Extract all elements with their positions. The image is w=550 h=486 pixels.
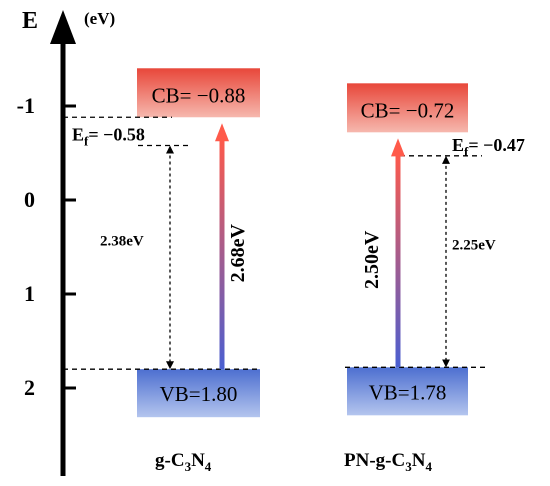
fermi-label: Ef= −0.58 [72, 124, 145, 148]
vb-box [137, 369, 260, 418]
axis-arrow-head [50, 10, 76, 44]
ef-gap-label: 2.25eV [452, 238, 496, 254]
band-gap-arrow-head [391, 138, 405, 157]
axis-tick-label: -1 [17, 93, 35, 118]
material-g-c3n4: CB= −0.88 VB=1.80 Ef= −0.58 2.38eV 2.68eV g-C… [63, 68, 260, 474]
axis-tick-label: 2 [24, 375, 35, 400]
band-gap-arrow [219, 137, 225, 370]
vb-box [347, 367, 468, 416]
band-gap-arrow-head [215, 123, 229, 142]
fermi-label: Ef= −0.47 [452, 135, 525, 159]
cb-box [347, 83, 468, 133]
material-name: PN-g-C3N4 [344, 450, 432, 474]
energy-axis: E (eV) -1 0 1 2 [17, 8, 115, 476]
ef-gap-label: 2.38eV [100, 233, 144, 249]
band-gap-label: 2.68eV [227, 224, 249, 283]
cb-label: CB= −0.72 [361, 98, 455, 122]
material-pn-g-c3n4: CB= −0.72 VB=1.78 Ef= −0.47 2.25eV 2.50eV PN-… [344, 83, 525, 474]
axis-ticks: -1 0 1 2 [17, 93, 76, 400]
axis-label: E [22, 8, 38, 34]
band-gap-label: 2.50eV [361, 230, 383, 289]
axis-tick-label: 0 [24, 187, 35, 212]
material-name: g-C3N4 [155, 450, 212, 474]
axis-unit: (eV) [84, 9, 115, 28]
vb-label: VB=1.78 [369, 380, 447, 404]
band-gap-arrow [395, 152, 401, 368]
axis-tick-label: 1 [24, 281, 35, 306]
cb-box [137, 68, 260, 118]
cb-label: CB= −0.88 [152, 83, 246, 107]
vb-label: VB=1.80 [160, 382, 238, 406]
